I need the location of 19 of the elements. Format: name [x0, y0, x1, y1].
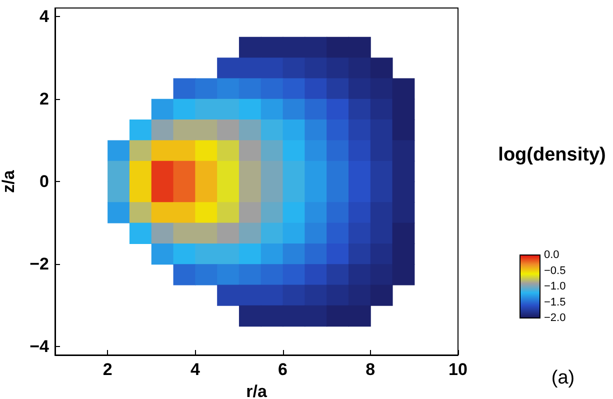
x-tick-label: 8: [366, 360, 376, 379]
x-tick-label: 10: [448, 360, 468, 379]
color-bar-title: log(density): [498, 144, 606, 166]
y-tick-label: 4: [40, 6, 50, 26]
color-bar-label: 0.0: [544, 249, 560, 261]
color-bar-label: −0.5: [544, 264, 566, 277]
x-axis-title: r/a: [246, 382, 268, 399]
y-tick-label: 0: [40, 172, 49, 191]
y-axis-title: z/a: [0, 170, 18, 193]
x-tick-label: 6: [278, 360, 288, 379]
x-tick-label: 2: [102, 360, 112, 379]
color-bar-label: −1.5: [544, 296, 566, 308]
y-tick-label: 2: [40, 89, 49, 108]
text: (a): [551, 368, 575, 388]
y-tick-label: −4: [30, 337, 50, 356]
color-bar-label: −1.0: [544, 280, 566, 292]
x-tick-label: 4: [190, 360, 200, 379]
color-bar-label: −2.0: [544, 312, 566, 324]
y-tick-label: −2: [30, 254, 49, 274]
